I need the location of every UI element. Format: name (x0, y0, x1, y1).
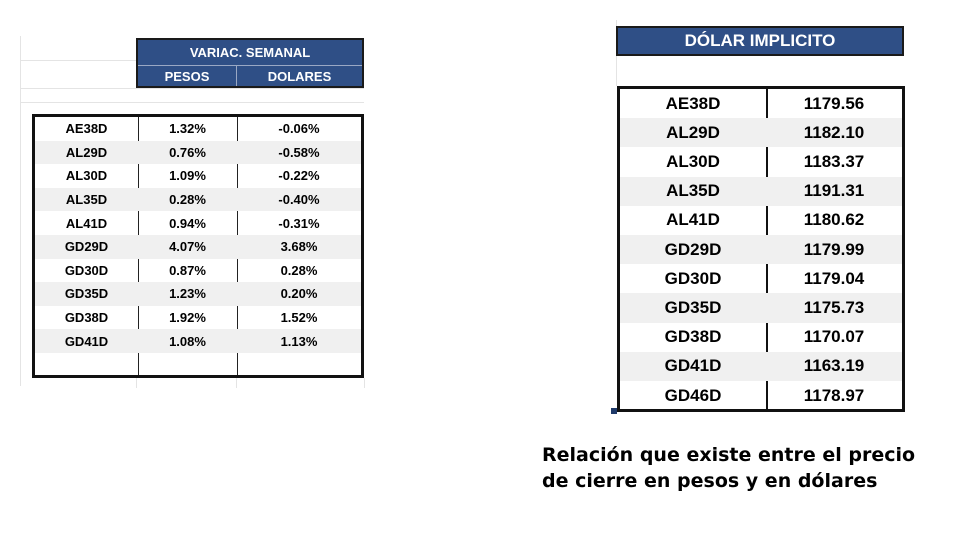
selection-handle (611, 408, 617, 414)
pesos-cell: 0.87% (169, 262, 206, 278)
dolares-cell: -0.22% (278, 168, 320, 184)
pesos-cell: 0.28% (169, 192, 206, 208)
value-cell: 1179.56 (803, 93, 865, 113)
table-row: GD38D 1170.07 (620, 323, 902, 352)
ticker-cell: GD35D (64, 286, 109, 302)
grid-line (236, 378, 237, 388)
ticker-cell: GD29D (664, 239, 722, 259)
grid-line (136, 378, 137, 388)
ticker-cell: GD35D (664, 297, 722, 317)
ticker-cell: GD41D (664, 356, 722, 376)
table-row: GD35D 1175.73 (620, 293, 902, 323)
dolares-cell: -0.31% (278, 215, 320, 231)
ticker-cell: AL29D (65, 144, 108, 160)
ticker-cell: AL35D (666, 181, 720, 201)
grid-line (616, 20, 617, 26)
table-row: GD29D 1179.99 (620, 235, 902, 265)
ticker-cell: AL30D (65, 168, 108, 184)
ticker-cell: AL29D (666, 122, 720, 142)
dolares-cell: 3.68% (280, 239, 318, 255)
table-row: AL29D 1182.10 (620, 118, 902, 148)
pesos-cell: 0.76% (169, 144, 206, 160)
dolares-cell: -0.58% (278, 144, 320, 160)
pesos-cell: 1.09% (169, 168, 206, 184)
dolares-cell: -0.06% (278, 121, 320, 137)
ticker-cell: AL41D (666, 210, 720, 230)
grid-line (364, 378, 365, 388)
value-cell: 1170.07 (803, 327, 865, 347)
ticker-cell: GD38D (664, 327, 722, 347)
value-cell: 1163.19 (803, 356, 865, 376)
ticker-cell: GD30D (664, 268, 722, 288)
value-cell: 1191.31 (803, 181, 865, 201)
grid-line (20, 60, 136, 61)
table-row: AL41D 1180.62 (620, 206, 902, 235)
pesos-cell: 0.94% (169, 215, 206, 231)
table-row: GD30D 1179.04 (620, 264, 902, 293)
table-row: GD38D 1.92% 1.52% (35, 306, 361, 330)
value-cell: 1180.62 (803, 210, 865, 230)
pesos-cell: 4.07% (169, 239, 206, 255)
table-row: GD35D 1.23% 0.20% (35, 282, 361, 306)
pesos-cell: 1.92% (169, 310, 206, 326)
value-cell: 1179.04 (803, 268, 865, 288)
table-row: GD41D 1.08% 1.13% (35, 329, 361, 353)
ticker-cell: AE38D (665, 93, 721, 113)
table-row: GD30D 0.87% 0.28% (35, 259, 361, 283)
caption-line-1: Relación que existe entre el precio (542, 444, 916, 466)
value-cell: 1179.99 (803, 239, 865, 259)
pesos-cell: 1.23% (169, 286, 206, 302)
dolares-cell: 1.13% (280, 333, 318, 349)
value-cell: 1175.73 (803, 297, 865, 317)
value-cell: 1183.37 (803, 151, 865, 171)
table-row: AL30D 1.09% -0.22% (35, 164, 361, 188)
table-row: AL30D 1183.37 (620, 147, 902, 176)
table-row: AL35D 0.28% -0.40% (35, 187, 361, 212)
grid-line (20, 88, 364, 89)
dolares-cell: 0.20% (280, 286, 318, 302)
dolares-cell: -0.40% (278, 192, 320, 208)
ticker-cell: AL35D (65, 192, 108, 208)
grid-line (20, 102, 364, 103)
table-row-empty (35, 353, 361, 377)
column-header-pesos: PESOS (138, 66, 237, 86)
weekly-variation-table: AE38D 1.32% -0.06% AL29D 0.76% -0.58% AL… (32, 114, 364, 378)
column-header-dolares: DOLARES (237, 66, 362, 86)
caption-line-2: de cierre en pesos y en dólares (542, 470, 878, 492)
table-row: GD46D 1178.97 (620, 381, 902, 410)
dolares-cell: 1.52% (280, 310, 318, 326)
table-row: AL41D 0.94% -0.31% (35, 211, 361, 235)
pesos-cell: 1.08% (169, 333, 206, 349)
ticker-cell: GD30D (64, 262, 109, 278)
table-row: AL29D 0.76% -0.58% (35, 140, 361, 165)
ticker-cell: AL30D (666, 151, 720, 171)
ticker-cell: GD29D (64, 239, 109, 255)
weekly-variation-title: VARIAC. SEMANAL (138, 40, 362, 66)
table-row: GD41D 1163.19 (620, 351, 902, 381)
table-row: GD29D 4.07% 3.68% (35, 235, 361, 259)
implicit-dollar-table: AE38D 1179.56 AL29D 1182.10 AL30D 1183.3… (617, 86, 905, 412)
pesos-cell: 1.32% (169, 121, 206, 137)
value-cell: 1182.10 (803, 122, 865, 142)
table-row: AE38D 1179.56 (620, 89, 902, 118)
ticker-cell: GD41D (64, 333, 109, 349)
ticker-cell: AL41D (65, 215, 108, 231)
caption: Relación que existe entre el precio de c… (542, 442, 972, 494)
weekly-variation-header: VARIAC. SEMANAL PESOS DOLARES (136, 38, 364, 88)
implicit-dollar-header: DÓLAR IMPLICITO (616, 26, 904, 56)
value-cell: 1178.97 (803, 385, 865, 405)
dolares-cell: 0.28% (280, 262, 318, 278)
ticker-cell: AE38D (65, 121, 108, 137)
grid-line (20, 36, 21, 386)
ticker-cell: GD46D (664, 385, 722, 405)
grid-line (616, 56, 617, 86)
table-row: AE38D 1.32% -0.06% (35, 117, 361, 141)
table-row: AL35D 1191.31 (620, 176, 902, 206)
ticker-cell: GD38D (64, 310, 109, 326)
